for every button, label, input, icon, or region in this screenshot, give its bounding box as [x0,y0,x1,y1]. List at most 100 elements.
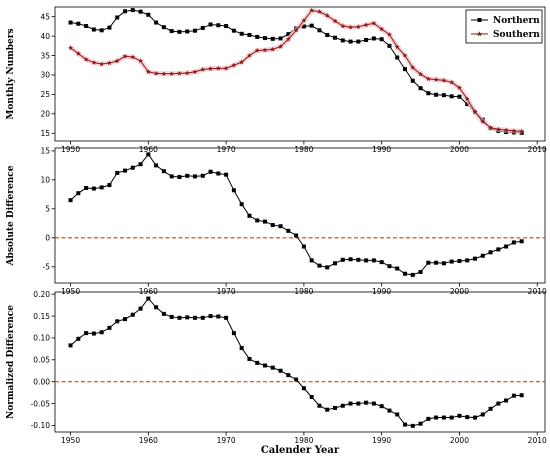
data-point-series [294,377,299,382]
data-point-northern [418,86,423,91]
data-point-southern [192,69,198,74]
data-point-series [364,258,369,263]
data-point-series [301,386,306,391]
data-point-northern [270,36,275,41]
data-point-southern [169,71,175,76]
data-point-series [270,365,275,370]
legend-marker-northern [477,18,482,22]
data-point-southern [254,47,260,53]
data-point-southern [176,70,182,76]
data-point-northern [317,28,322,33]
y-tick-label: 40 [40,32,50,41]
data-point-series [364,400,369,405]
data-point-series [434,260,439,265]
data-point-southern [246,52,252,58]
data-point-series [325,265,330,270]
data-point-northern [169,29,174,34]
data-point-series [333,405,337,410]
data-point-series [231,331,236,336]
y-tick-label: 0.20 [33,290,50,299]
y-tick-label: -0.05 [31,399,51,408]
data-point-northern [403,67,407,72]
data-point-northern [263,36,267,41]
data-point-series [340,257,345,262]
data-point-series [488,250,493,255]
x-tick-label: 1970 [217,436,236,445]
data-point-southern [418,71,424,77]
data-point-northern [208,22,213,27]
data-point-series [387,408,392,413]
data-point-series [449,259,454,264]
data-point-series [76,191,81,196]
data-point-southern [68,45,74,50]
data-point-series [107,183,112,188]
y-tick-label: -5 [43,262,51,271]
x-tick-label: 2010 [528,145,547,154]
data-point-series [473,256,477,261]
data-point-northern [519,130,524,135]
data-point-northern [278,36,283,41]
data-point-series [496,401,501,406]
data-point-southern [441,77,447,83]
data-point-series [224,315,229,320]
data-point-series [403,271,407,276]
y-tick-label: 45 [40,12,50,21]
data-point-southern [215,65,221,71]
data-point-series [216,314,221,319]
data-point-series [348,401,353,406]
data-point-series [410,423,415,428]
data-point-series [278,368,283,373]
data-point-series [286,373,291,378]
data-point-series [169,314,174,319]
data-point-northern [309,23,314,28]
y-tick-label: 15 [40,129,50,138]
data-point-southern [433,77,439,82]
data-point-southern [208,66,214,71]
data-point-series [473,415,477,420]
data-point-northern [130,8,135,13]
data-point-series [371,258,376,263]
data-point-southern [402,52,408,58]
data-point-southern [239,59,245,65]
data-point-series [107,325,112,330]
data-point-series [340,403,345,408]
data-point-southern [495,126,501,132]
data-point-northern [387,43,392,48]
data-point-series [480,412,485,417]
data-point-series [68,343,73,348]
data-point-northern [434,92,439,97]
data-point-series [278,224,283,229]
data-point-series [154,305,159,310]
data-point-series [185,173,190,178]
data-point-northern [177,29,182,34]
data-point-northern [364,38,369,43]
data-point-series [169,174,174,179]
data-point-northern [161,25,166,30]
data-point-series [356,257,361,262]
data-point-series [371,401,376,406]
data-point-series [99,330,104,335]
y-tick-label: 30 [40,71,50,80]
data-point-series [418,269,423,274]
data-point-northern [255,34,260,39]
data-point-series [263,363,267,368]
x-tick-label: 2010 [528,436,547,445]
data-point-series [504,398,509,403]
data-point-series [185,315,190,320]
data-point-series [465,415,470,420]
data-point-northern [84,24,89,29]
data-point-southern [145,69,151,74]
data-point-series [395,266,400,271]
data-point-southern [456,85,462,90]
data-point-series [193,174,197,179]
data-point-series [270,223,275,228]
data-point-southern [488,125,494,130]
data-point-southern [114,58,120,64]
y-tick-label: 0 [45,234,50,243]
data-point-series [76,336,81,341]
data-point-northern [115,15,120,20]
data-point-series [84,185,89,190]
data-point-series [511,393,516,398]
data-point-series [395,412,400,417]
data-point-northern [154,20,159,25]
